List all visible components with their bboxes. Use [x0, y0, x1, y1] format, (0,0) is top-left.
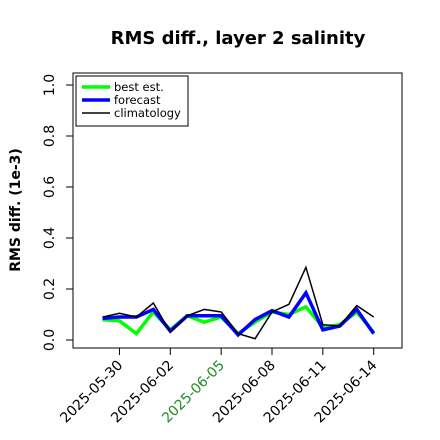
y-tick-label: 0.8: [42, 125, 58, 147]
y-tick-label: 0.0: [42, 329, 58, 351]
series-layer: [102, 265, 376, 340]
y-tick-label: 1.0: [42, 74, 58, 96]
y-axis-label: RMS diff. (1e-3): [8, 148, 24, 272]
x-axis: 2025-05-302025-06-022025-06-052025-06-08…: [57, 348, 381, 426]
y-tick-label: 0.6: [42, 176, 58, 198]
legend-label: forecast: [114, 93, 161, 107]
series-line-climatology: [102, 265, 375, 340]
series-line-forecast: [102, 289, 376, 338]
y-axis: 0.0 0.2 0.4 0.6 0.8 1.0: [42, 74, 73, 351]
plot-frame: [72, 72, 403, 349]
y-tick-label: 0.2: [42, 278, 58, 300]
legend-label: climatology: [114, 106, 181, 120]
y-tick-label: 0.4: [42, 227, 58, 249]
legend-label: best est.: [114, 80, 164, 94]
chart-title: RMS diff., layer 2 salinity: [111, 28, 366, 49]
